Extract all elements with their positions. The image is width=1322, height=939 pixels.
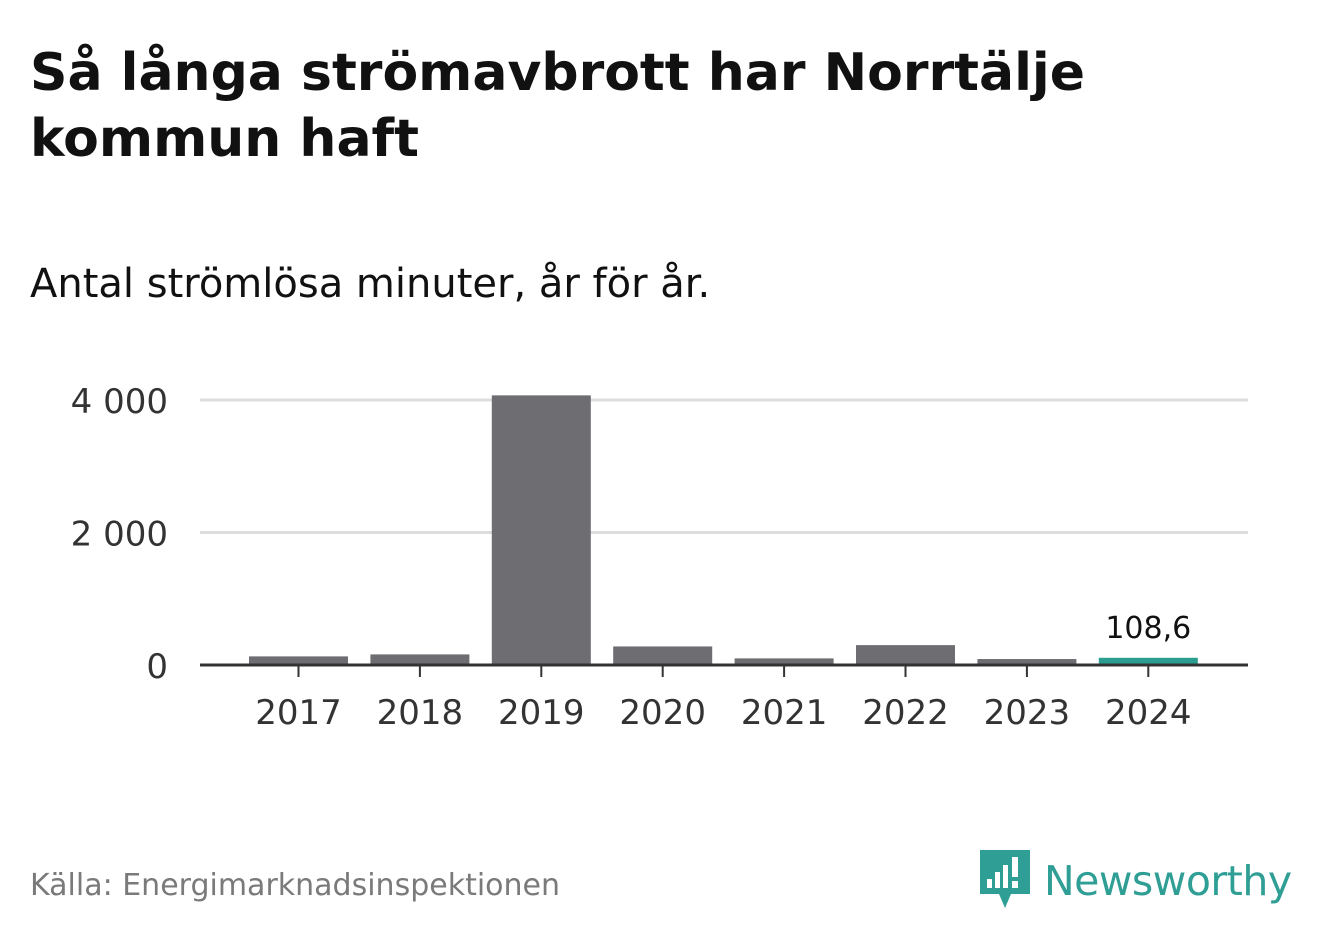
brand-name: Newsworthy [1044,857,1292,905]
y-tick-label: 0 [146,647,168,687]
x-tick-label: 2021 [741,693,828,733]
bar-2021 [734,658,834,665]
x-tick-label: 2020 [619,693,706,733]
annotations: 108,6 [1105,611,1191,646]
newsworthy-logo-icon [980,850,1030,908]
bar-2020 [613,646,713,665]
y-tick-label: 2 000 [71,515,168,555]
bar-2017 [249,656,348,665]
grid-lines [200,398,1248,534]
bars [249,395,1198,665]
x-tick-label: 2018 [377,693,464,733]
x-tick-label: 2023 [984,693,1071,733]
chart-subtitle: Antal strömlösa minuter, år för år. [30,261,711,307]
data-label: 108,6 [1105,611,1191,646]
bar-2023 [977,659,1077,665]
bar-2024 [1098,657,1198,665]
bar-2018 [370,654,470,665]
bar-2022 [856,645,955,665]
x-tick-label: 2022 [862,693,949,733]
brand-logo: Newsworthy [980,850,1292,912]
x-tick-label: 2019 [498,693,585,733]
chart-title: Så långa strömavbrott har Norrtälje komm… [30,43,1086,169]
source-note: Källa: Energimarknadsinspektionen [30,868,561,903]
x-tick-label: 2024 [1105,693,1192,733]
y-axis-ticks: 0 2 000 4 000 [71,382,168,687]
x-tick-label: 2017 [255,693,342,733]
bar-chart: 0 2 000 4 000 2017 2018 2019 2020 2021 2022 2023… [71,382,1248,733]
x-axis-ticks: 2017 2018 2019 2020 2021 2022 2023 2024 [200,663,1248,733]
bar-2019 [491,395,591,665]
y-tick-label: 4 000 [71,382,168,422]
